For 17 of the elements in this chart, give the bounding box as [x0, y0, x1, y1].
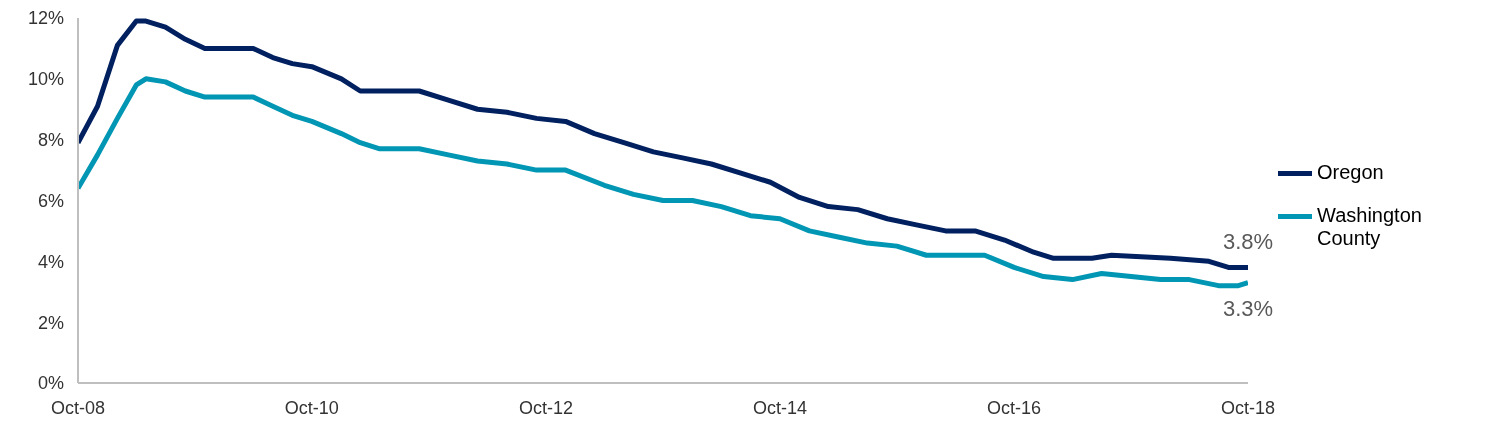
- y-tick-label: 4%: [37, 251, 64, 272]
- x-tick-label: Oct-10: [284, 397, 339, 418]
- annotation: 3.8%: [1222, 229, 1274, 255]
- x-tick-label: Oct-12: [519, 397, 574, 418]
- annotation: 3.3%: [1222, 296, 1274, 322]
- y-tick-label: 12%: [27, 8, 64, 29]
- x-tick-label: Oct-16: [987, 397, 1042, 418]
- x-tick-label: Oct-08: [50, 397, 106, 418]
- legend-label: Oregon: [1317, 161, 1385, 184]
- y-tick-label: 2%: [37, 312, 64, 333]
- x-tick-label: Oct-18: [1220, 397, 1276, 418]
- y-tick-label: 0%: [37, 373, 64, 394]
- legend-label: Washington County: [1317, 204, 1423, 250]
- y-tick-label: 10%: [27, 69, 64, 90]
- y-tick-label: 6%: [37, 190, 64, 211]
- y-tick-label: 8%: [37, 130, 64, 151]
- x-tick-label: Oct-14: [752, 397, 807, 418]
